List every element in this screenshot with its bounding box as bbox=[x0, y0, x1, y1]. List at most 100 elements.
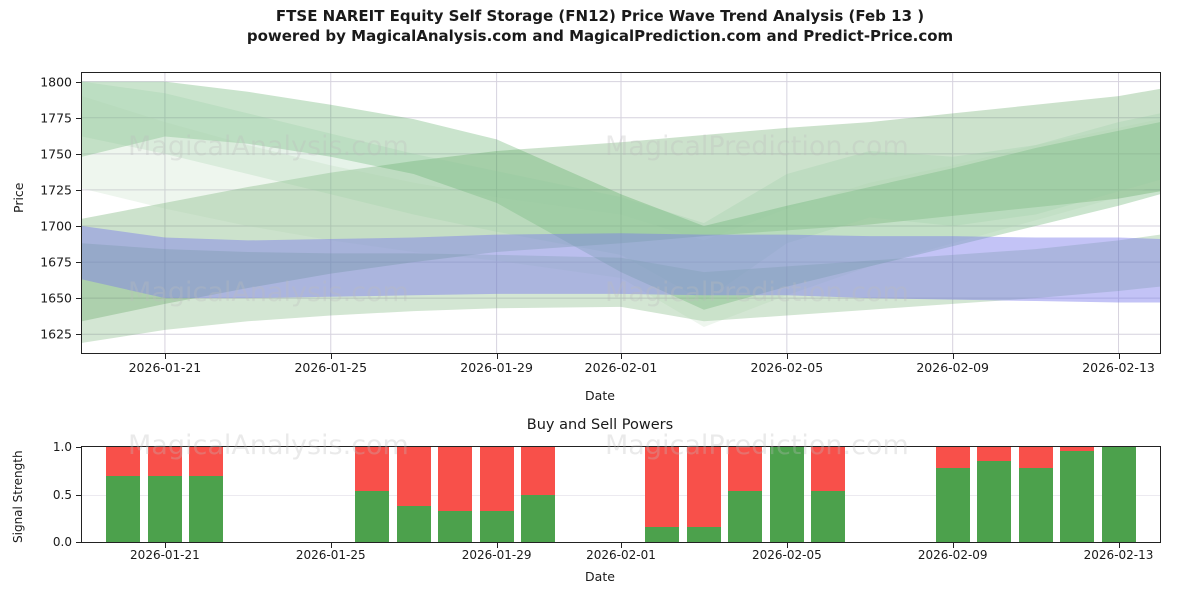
price-x-tick-label: 2026-02-05 bbox=[750, 360, 824, 375]
power-bar[interactable] bbox=[935, 447, 970, 542]
price-y-tick-mark bbox=[76, 262, 81, 264]
power-bar[interactable] bbox=[438, 447, 473, 542]
sell-power-segment bbox=[811, 447, 846, 491]
buy-power-segment bbox=[645, 526, 680, 542]
price-x-tick-mark bbox=[621, 354, 622, 359]
sell-power-segment bbox=[479, 447, 514, 511]
buy-power-segment bbox=[811, 490, 846, 542]
powers-x-tick-mark bbox=[786, 543, 788, 548]
buy-power-segment bbox=[935, 467, 970, 542]
sell-power-segment bbox=[1018, 447, 1053, 468]
sell-power-segment bbox=[147, 447, 182, 476]
sell-power-segment bbox=[438, 447, 473, 511]
price-x-axis-title: Date bbox=[585, 388, 615, 403]
price-x-tick-label: 2026-01-29 bbox=[460, 360, 533, 375]
powers-y-tick-mark bbox=[76, 494, 81, 496]
power-bar[interactable] bbox=[811, 447, 846, 542]
buy-power-segment bbox=[521, 495, 556, 542]
price-y-tick-label: 1650 bbox=[40, 290, 72, 306]
powers-y-tick-label: 1.0 bbox=[52, 440, 72, 454]
buy-power-segment bbox=[106, 475, 141, 542]
sell-power-segment bbox=[521, 447, 556, 496]
price-x-tick-mark bbox=[164, 354, 166, 359]
buy-power-segment bbox=[1101, 447, 1136, 542]
powers-x-tick-label: 2026-01-29 bbox=[461, 548, 532, 562]
page-subtitle: powered by MagicalAnalysis.com and Magic… bbox=[246, 27, 954, 45]
powers-x-tick-mark bbox=[1118, 543, 1120, 548]
powers-x-tick-label: 2026-01-21 bbox=[130, 548, 200, 562]
price-x-tick-label: 2026-02-09 bbox=[916, 360, 990, 375]
power-bar[interactable] bbox=[728, 447, 763, 542]
price-y-tick-mark bbox=[76, 117, 81, 119]
price-y-tick-mark bbox=[76, 189, 81, 191]
power-bar[interactable] bbox=[396, 447, 431, 542]
buy-power-segment bbox=[1018, 467, 1053, 542]
price-bands-svg bbox=[82, 73, 1160, 353]
chart-title-block: FTSE NAREIT Equity Self Storage (FN12) P… bbox=[0, 6, 1200, 46]
powers-y-tick-mark bbox=[76, 447, 81, 448]
power-bar[interactable] bbox=[1018, 447, 1053, 542]
price-y-tick-label: 1800 bbox=[40, 74, 72, 90]
price-x-tick-label: 2026-01-25 bbox=[294, 360, 368, 375]
band-forecast-channel-blue bbox=[82, 225, 1160, 303]
power-bar[interactable] bbox=[189, 447, 224, 542]
powers-x-tick-mark bbox=[952, 543, 954, 548]
power-bar[interactable] bbox=[769, 447, 804, 542]
sell-power-segment bbox=[686, 447, 721, 527]
power-bar[interactable] bbox=[686, 447, 721, 542]
sell-power-segment bbox=[189, 447, 224, 476]
powers-x-tick-mark bbox=[621, 543, 622, 548]
powers-y-tick-label: 0.0 bbox=[52, 535, 72, 549]
price-y-tick-mark bbox=[76, 298, 81, 300]
price-y-tick-mark bbox=[76, 153, 81, 155]
buy-power-segment bbox=[977, 461, 1012, 542]
power-bar[interactable] bbox=[1060, 447, 1095, 542]
power-bar[interactable] bbox=[147, 447, 182, 542]
band-wave-envelope-faint-green bbox=[82, 96, 1160, 328]
price-x-tick-label: 2026-02-01 bbox=[584, 360, 658, 375]
power-bar[interactable] bbox=[106, 447, 141, 542]
powers-x-tick-mark bbox=[164, 543, 166, 548]
buy-power-segment bbox=[189, 475, 224, 542]
price-x-tick-mark bbox=[330, 354, 332, 359]
powers-x-tick-label: 2026-02-13 bbox=[1083, 548, 1154, 562]
buy-sell-powers-chart bbox=[81, 446, 1161, 543]
price-y-tick-label: 1725 bbox=[40, 182, 72, 198]
buy-power-segment bbox=[769, 447, 804, 542]
price-y-tick-mark bbox=[76, 334, 81, 336]
power-bar[interactable] bbox=[1101, 447, 1136, 542]
power-bar[interactable] bbox=[479, 447, 514, 542]
sell-power-segment bbox=[935, 447, 970, 468]
price-x-tick-mark bbox=[952, 354, 954, 359]
price-y-tick-label: 1775 bbox=[40, 110, 72, 126]
buy-power-segment bbox=[438, 510, 473, 542]
powers-x-tick-label: 2026-01-25 bbox=[295, 548, 366, 562]
powers-x-tick-mark bbox=[496, 543, 498, 548]
sell-power-segment bbox=[355, 447, 390, 491]
price-wave-chart bbox=[81, 72, 1161, 354]
power-bar[interactable] bbox=[521, 447, 556, 542]
powers-x-tick-mark bbox=[330, 543, 332, 548]
sell-power-segment bbox=[106, 447, 141, 476]
sell-power-segment bbox=[728, 447, 763, 491]
powers-y-tick-label: 0.5 bbox=[52, 487, 72, 502]
price-y-tick-label: 1625 bbox=[40, 326, 72, 342]
powers-x-tick-label: 2026-02-01 bbox=[586, 548, 656, 562]
powers-gridline bbox=[82, 494, 1160, 496]
page-title: FTSE NAREIT Equity Self Storage (FN12) P… bbox=[275, 7, 925, 25]
price-y-tick-label: 1675 bbox=[40, 254, 72, 270]
sell-power-segment bbox=[645, 447, 680, 527]
buy-power-segment bbox=[396, 505, 431, 542]
buy-power-segment bbox=[479, 510, 514, 542]
power-bar[interactable] bbox=[977, 447, 1012, 542]
sell-power-segment bbox=[1060, 447, 1095, 451]
price-x-tick-mark bbox=[1118, 354, 1120, 359]
sell-power-segment bbox=[977, 447, 1012, 462]
price-x-tick-label: 2026-02-13 bbox=[1082, 360, 1155, 375]
power-bar[interactable] bbox=[645, 447, 680, 542]
powers-x-tick-label: 2026-02-09 bbox=[917, 548, 988, 562]
price-x-tick-mark bbox=[786, 354, 788, 359]
band-wave-envelope-lower-green bbox=[82, 234, 1160, 343]
power-bar[interactable] bbox=[355, 447, 390, 542]
